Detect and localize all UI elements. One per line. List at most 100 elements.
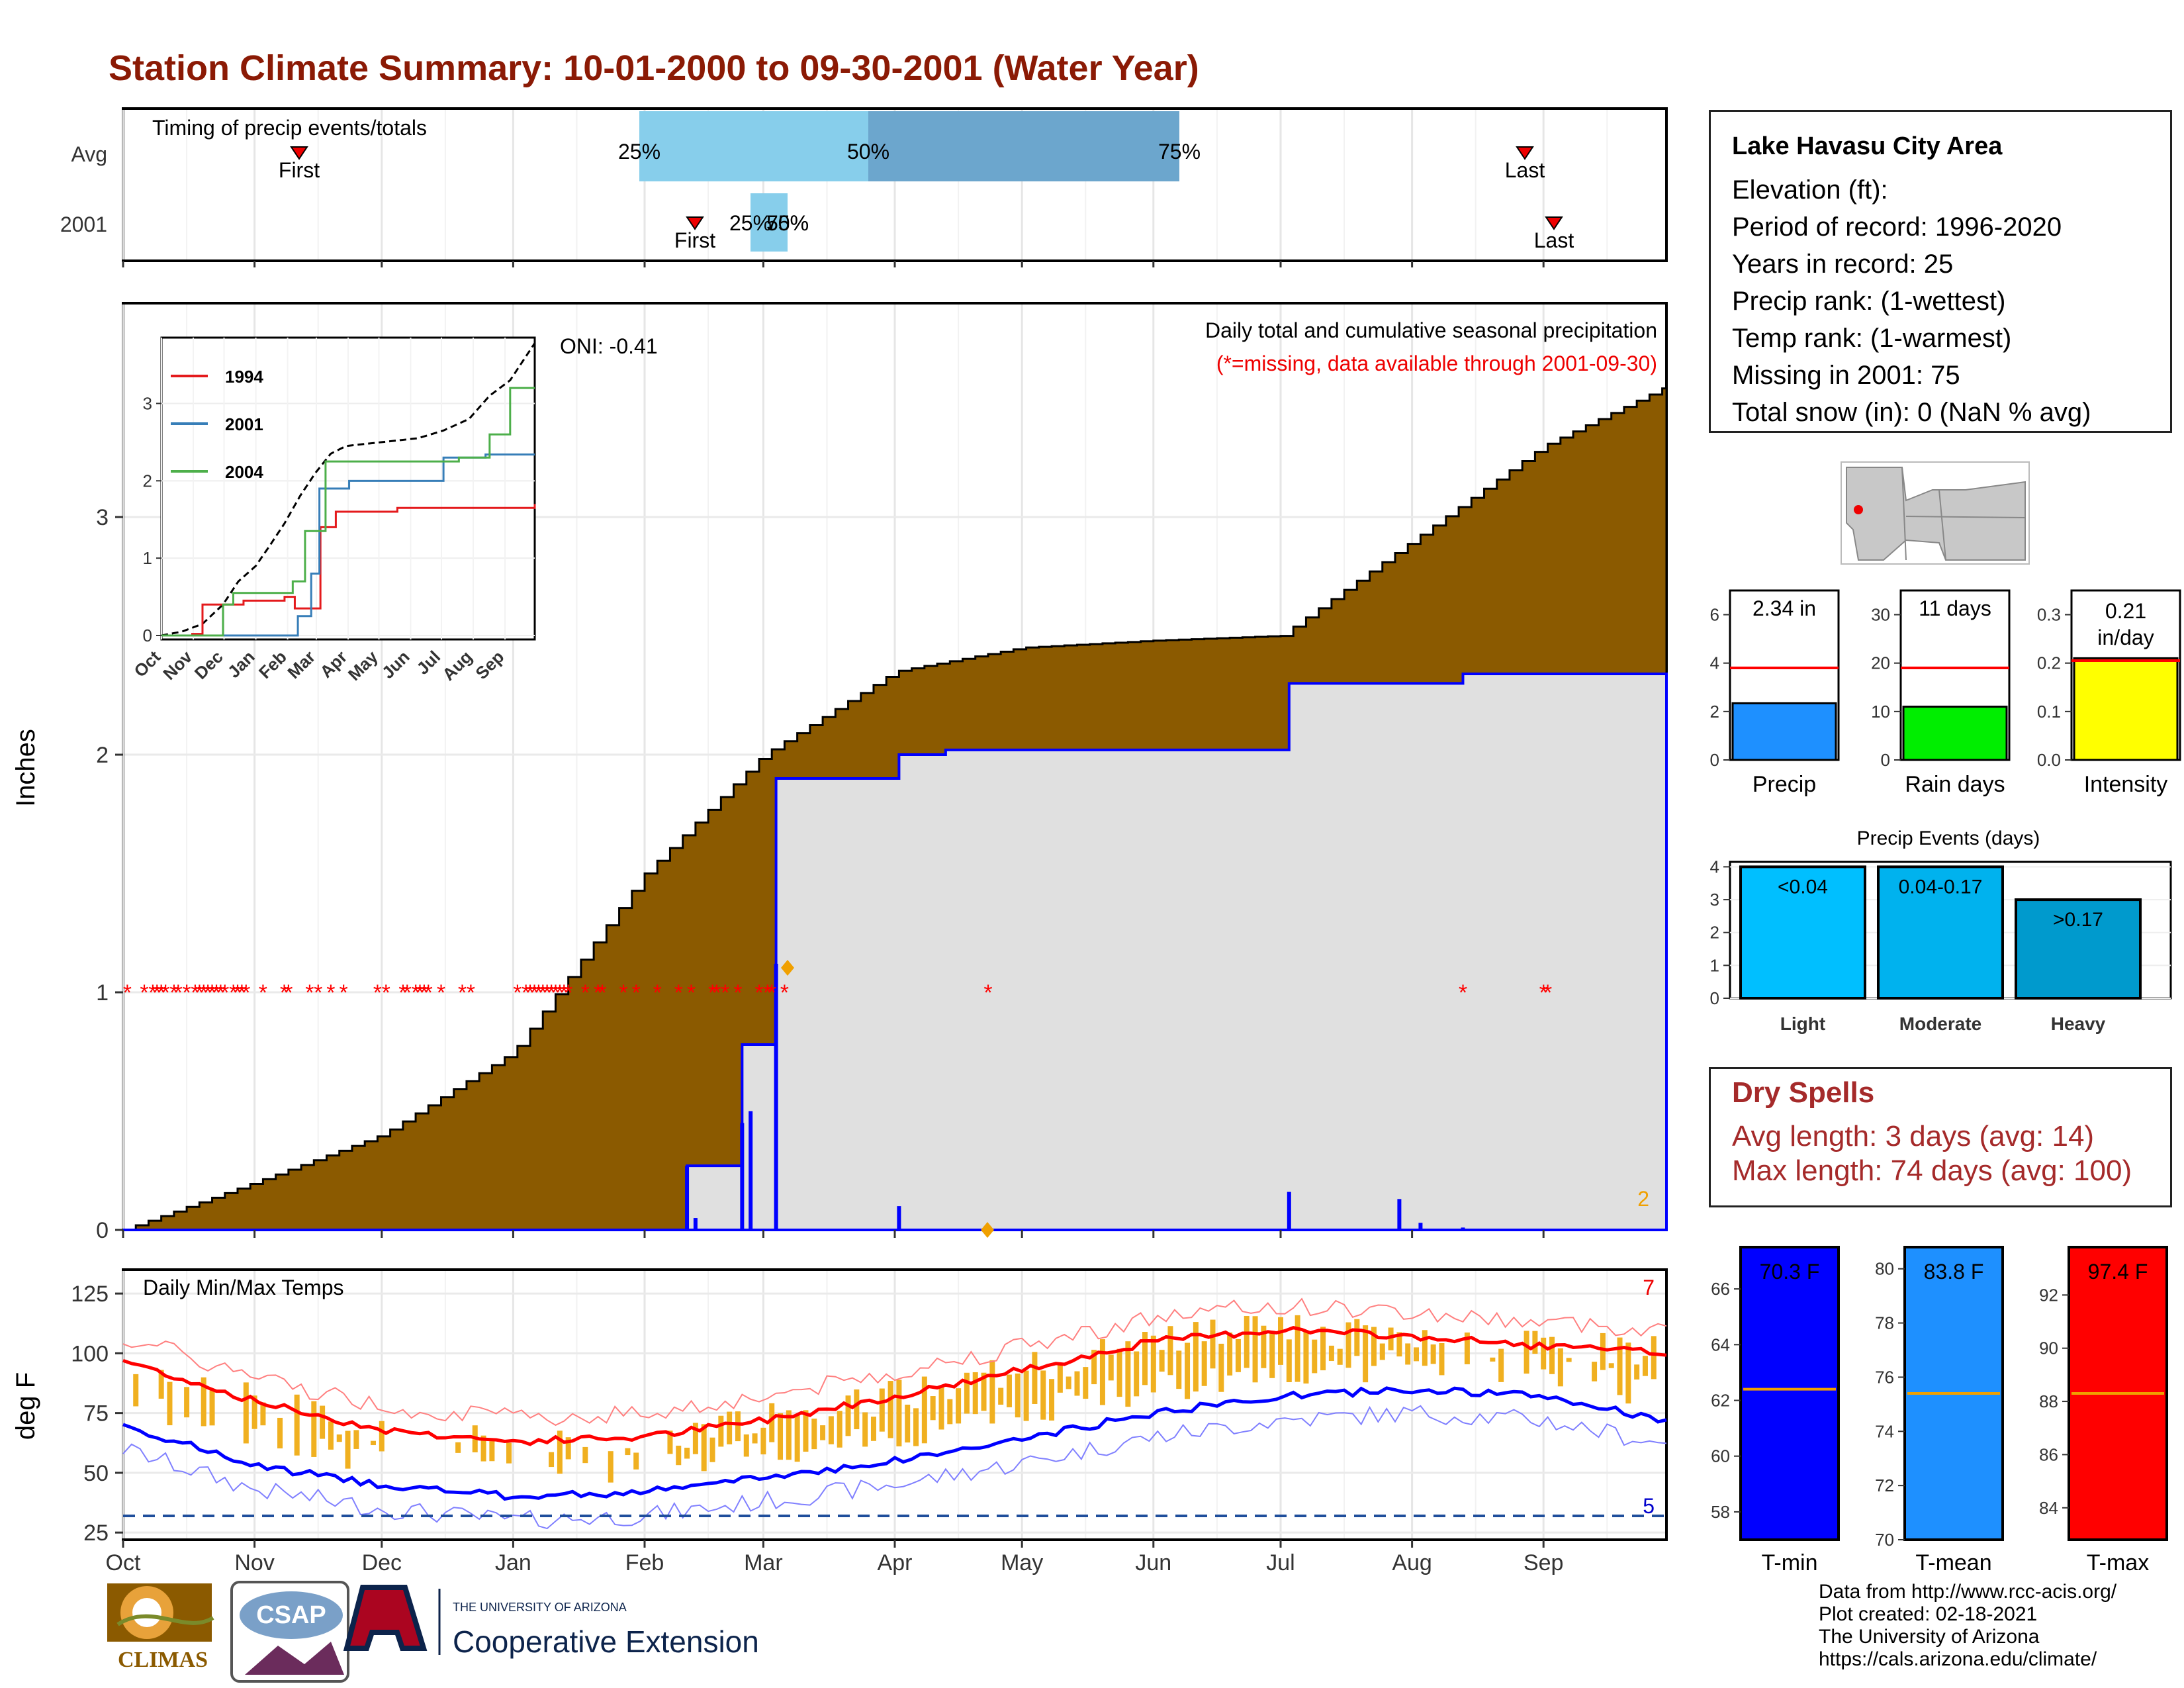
daily-temp-bar bbox=[370, 1440, 376, 1446]
events-y-label: 3 bbox=[1710, 890, 1719, 910]
temp-summary-label: T-mean bbox=[1915, 1550, 1991, 1575]
daily-precip-bar bbox=[1287, 1192, 1291, 1230]
daily-temp-bar bbox=[1532, 1331, 1538, 1354]
location-map bbox=[1841, 461, 2030, 565]
summary-label: Intensity bbox=[2084, 772, 2168, 797]
inset-y-label: 3 bbox=[143, 393, 152, 413]
inset-avg-line bbox=[161, 342, 536, 637]
temp-summary-y-label: 74 bbox=[1875, 1421, 1894, 1441]
missing-marker: * bbox=[123, 980, 132, 1006]
temp-title: Daily Min/Max Temps bbox=[143, 1276, 343, 1299]
y2001-25-75-bar bbox=[751, 193, 788, 252]
missing-marker: * bbox=[174, 980, 183, 1006]
x-tick-label: May bbox=[1001, 1550, 1043, 1575]
avg-50-75-bar bbox=[868, 111, 1179, 181]
daily-temp-bar bbox=[845, 1395, 851, 1436]
daily-precip-bar bbox=[740, 1123, 745, 1230]
precip-caption: Daily total and cumulative seasonal prec… bbox=[1205, 318, 1657, 342]
daily-temp-bar bbox=[718, 1415, 724, 1447]
avg-p50-label: 50% bbox=[847, 140, 889, 164]
daily-temp-bar bbox=[1490, 1357, 1496, 1362]
station-years: Years in record: 25 bbox=[1732, 250, 1954, 279]
missing-marker: * bbox=[581, 980, 590, 1006]
missing-marker: * bbox=[1543, 980, 1552, 1006]
daily-temp-bar bbox=[549, 1452, 555, 1468]
daily-temp-bar bbox=[1371, 1327, 1377, 1366]
events-bar-label: 0.04-0.17 bbox=[1899, 876, 1983, 898]
missing-marker: * bbox=[326, 980, 335, 1006]
daily-temp-bar bbox=[913, 1408, 919, 1446]
svg-text:THE UNIVERSITY OF ARIZONA: THE UNIVERSITY OF ARIZONA bbox=[453, 1601, 627, 1614]
x-tick-label: Nov bbox=[234, 1550, 274, 1575]
summary-y-label: 0.1 bbox=[2037, 702, 2061, 722]
daily-temp-bar bbox=[1295, 1315, 1300, 1382]
orange-marker bbox=[781, 960, 794, 976]
summary-y-label: 10 bbox=[1871, 702, 1890, 722]
x-tick-label: Jan bbox=[495, 1550, 531, 1575]
daily-temp-bar bbox=[727, 1411, 733, 1444]
daily-temp-bar bbox=[1625, 1342, 1631, 1404]
record-max-line bbox=[122, 1297, 1667, 1427]
events-bar bbox=[2015, 898, 2142, 1000]
y2001-p25-label: 25% bbox=[729, 211, 772, 235]
daily-temp-bar bbox=[1557, 1348, 1563, 1387]
summary-bar bbox=[1902, 706, 2008, 761]
station-info: Lake Havasu City Area Elevation (ft): Pe… bbox=[1709, 110, 2172, 433]
y-tick-label: 2 bbox=[96, 743, 109, 768]
station-elevation: Elevation (ft): bbox=[1732, 175, 1888, 205]
daily-temp-bar bbox=[743, 1434, 749, 1457]
daily-temp-bar bbox=[582, 1446, 588, 1464]
inset-legend-label: 2004 bbox=[225, 462, 263, 482]
temp-summary-value: 83.8 F bbox=[1924, 1260, 1984, 1284]
daily-precip-bar bbox=[1418, 1223, 1423, 1230]
missing-marker: * bbox=[674, 980, 683, 1006]
inset-y-label: 2 bbox=[143, 471, 152, 491]
temp-summary-label: T-max bbox=[2087, 1550, 2149, 1575]
missing-marker: * bbox=[555, 980, 564, 1006]
x-tick-label: Mar bbox=[744, 1550, 783, 1575]
daily-temp-bar bbox=[1116, 1348, 1122, 1397]
missing-marker: * bbox=[619, 980, 627, 1006]
temp-summary-y-label: 72 bbox=[1875, 1476, 1894, 1495]
daily-temp-bar bbox=[480, 1435, 486, 1462]
daily-temp-bar bbox=[1057, 1363, 1063, 1393]
missing-marker: * bbox=[199, 980, 208, 1006]
daily-temp-bar bbox=[345, 1430, 351, 1469]
daily-temp-bar bbox=[947, 1399, 953, 1425]
daily-temp-bar bbox=[684, 1447, 690, 1459]
events-bar-label: <0.04 bbox=[1778, 876, 1828, 898]
daily-temp-bar bbox=[870, 1417, 876, 1441]
daily-temp-bar bbox=[1337, 1348, 1343, 1365]
daily-temp-bar bbox=[243, 1382, 249, 1444]
daily-temp-bar bbox=[1099, 1339, 1105, 1405]
daily-temp-bar bbox=[608, 1451, 614, 1483]
daily-temp-bar bbox=[167, 1382, 173, 1426]
daily-precip-bar bbox=[897, 1206, 901, 1230]
missing-marker: * bbox=[208, 980, 216, 1006]
missing-marker: * bbox=[238, 980, 246, 1006]
y2001-last-label: Last bbox=[1534, 228, 1574, 252]
daily-precip-bar bbox=[1461, 1227, 1465, 1230]
daily-precip-bar bbox=[693, 1218, 698, 1230]
daily-temp-bar bbox=[1142, 1332, 1148, 1385]
daily-temp-bar bbox=[930, 1396, 936, 1421]
inset-legend-label: 2001 bbox=[225, 414, 263, 434]
missing-marker: * bbox=[712, 980, 721, 1006]
events-y-label: 4 bbox=[1710, 857, 1719, 876]
daily-temp-bar bbox=[1464, 1332, 1470, 1364]
summary-y-label: 0.3 bbox=[2037, 605, 2061, 625]
missing-marker: * bbox=[157, 980, 165, 1006]
events-y-label: 1 bbox=[1710, 955, 1719, 975]
temp-count-top: 7 bbox=[1643, 1276, 1655, 1299]
temp-summary-y-label: 84 bbox=[2039, 1498, 2058, 1518]
svg-text:Cooperative Extension: Cooperative Extension bbox=[453, 1624, 759, 1659]
daily-temp-bar bbox=[1405, 1343, 1411, 1365]
daily-temp-bar bbox=[1185, 1342, 1191, 1399]
daily-temp-bar bbox=[251, 1395, 257, 1429]
daily-temp-bar bbox=[506, 1442, 512, 1464]
daily-temp-bar bbox=[794, 1413, 800, 1462]
y2001-p50-label: 50% bbox=[766, 211, 809, 235]
daily-temp-bar bbox=[1600, 1333, 1606, 1370]
missing-marker: * bbox=[721, 980, 729, 1006]
daily-temp-bar bbox=[1320, 1327, 1326, 1371]
